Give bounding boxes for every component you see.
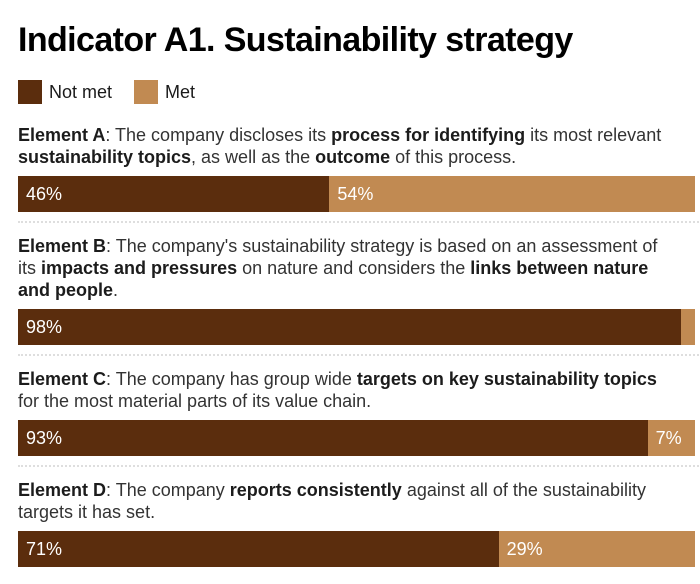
not-met-value-label: 93% [26,427,63,448]
stacked-bar: 46% 54% [18,176,695,212]
legend-swatch-met [134,80,159,104]
bar-segment-not-met: 46% [18,176,330,212]
stacked-bar: 71% 29% [18,531,695,567]
met-value-label: 7% [655,427,682,448]
element-section: Element C: The company has group wide ta… [18,368,700,467]
section-separator [18,354,700,356]
legend-swatch-not-met [18,80,42,104]
element-description: Element B: The company's sustainability … [18,236,658,300]
section-separator [18,221,700,223]
chart-container: Indicator A1. Sustainability strategy No… [18,21,700,567]
legend-label-not-met: Not met [49,81,113,102]
stacked-bar: 98% [18,309,695,345]
met-value-label: 54% [337,183,374,204]
element-description: Element A: The company discloses its pro… [18,125,662,167]
element-section: Element A: The company discloses its pro… [18,124,700,223]
bar-segment-not-met: 71% [18,531,499,567]
element-section: Element D: The company reports consisten… [18,479,695,567]
bar-segment-met [681,309,695,345]
bar-segment-met: 29% [498,531,695,567]
bar-segment-met: 54% [329,176,695,212]
chart-title: Indicator A1. Sustainability strategy [18,21,573,59]
not-met-value-label: 46% [26,183,63,204]
legend-label-met: Met [165,81,196,102]
bar-segment-not-met: 98% [18,309,682,345]
bar-segment-not-met: 93% [18,420,648,456]
not-met-value-label: 71% [26,538,63,559]
not-met-value-label: 98% [26,316,63,337]
element-description: Element D: The company reports consisten… [18,480,646,522]
bar-segment-met: 7% [647,420,695,456]
element-description: Element C: The company has group wide ta… [18,369,657,411]
element-section: Element B: The company's sustainability … [18,235,700,356]
elements-list: Element A: The company discloses its pro… [18,124,700,567]
stacked-bar: 93% 7% [18,420,695,456]
section-separator [18,465,700,467]
met-value-label: 29% [506,538,543,559]
legend: Not met Met [18,80,695,104]
